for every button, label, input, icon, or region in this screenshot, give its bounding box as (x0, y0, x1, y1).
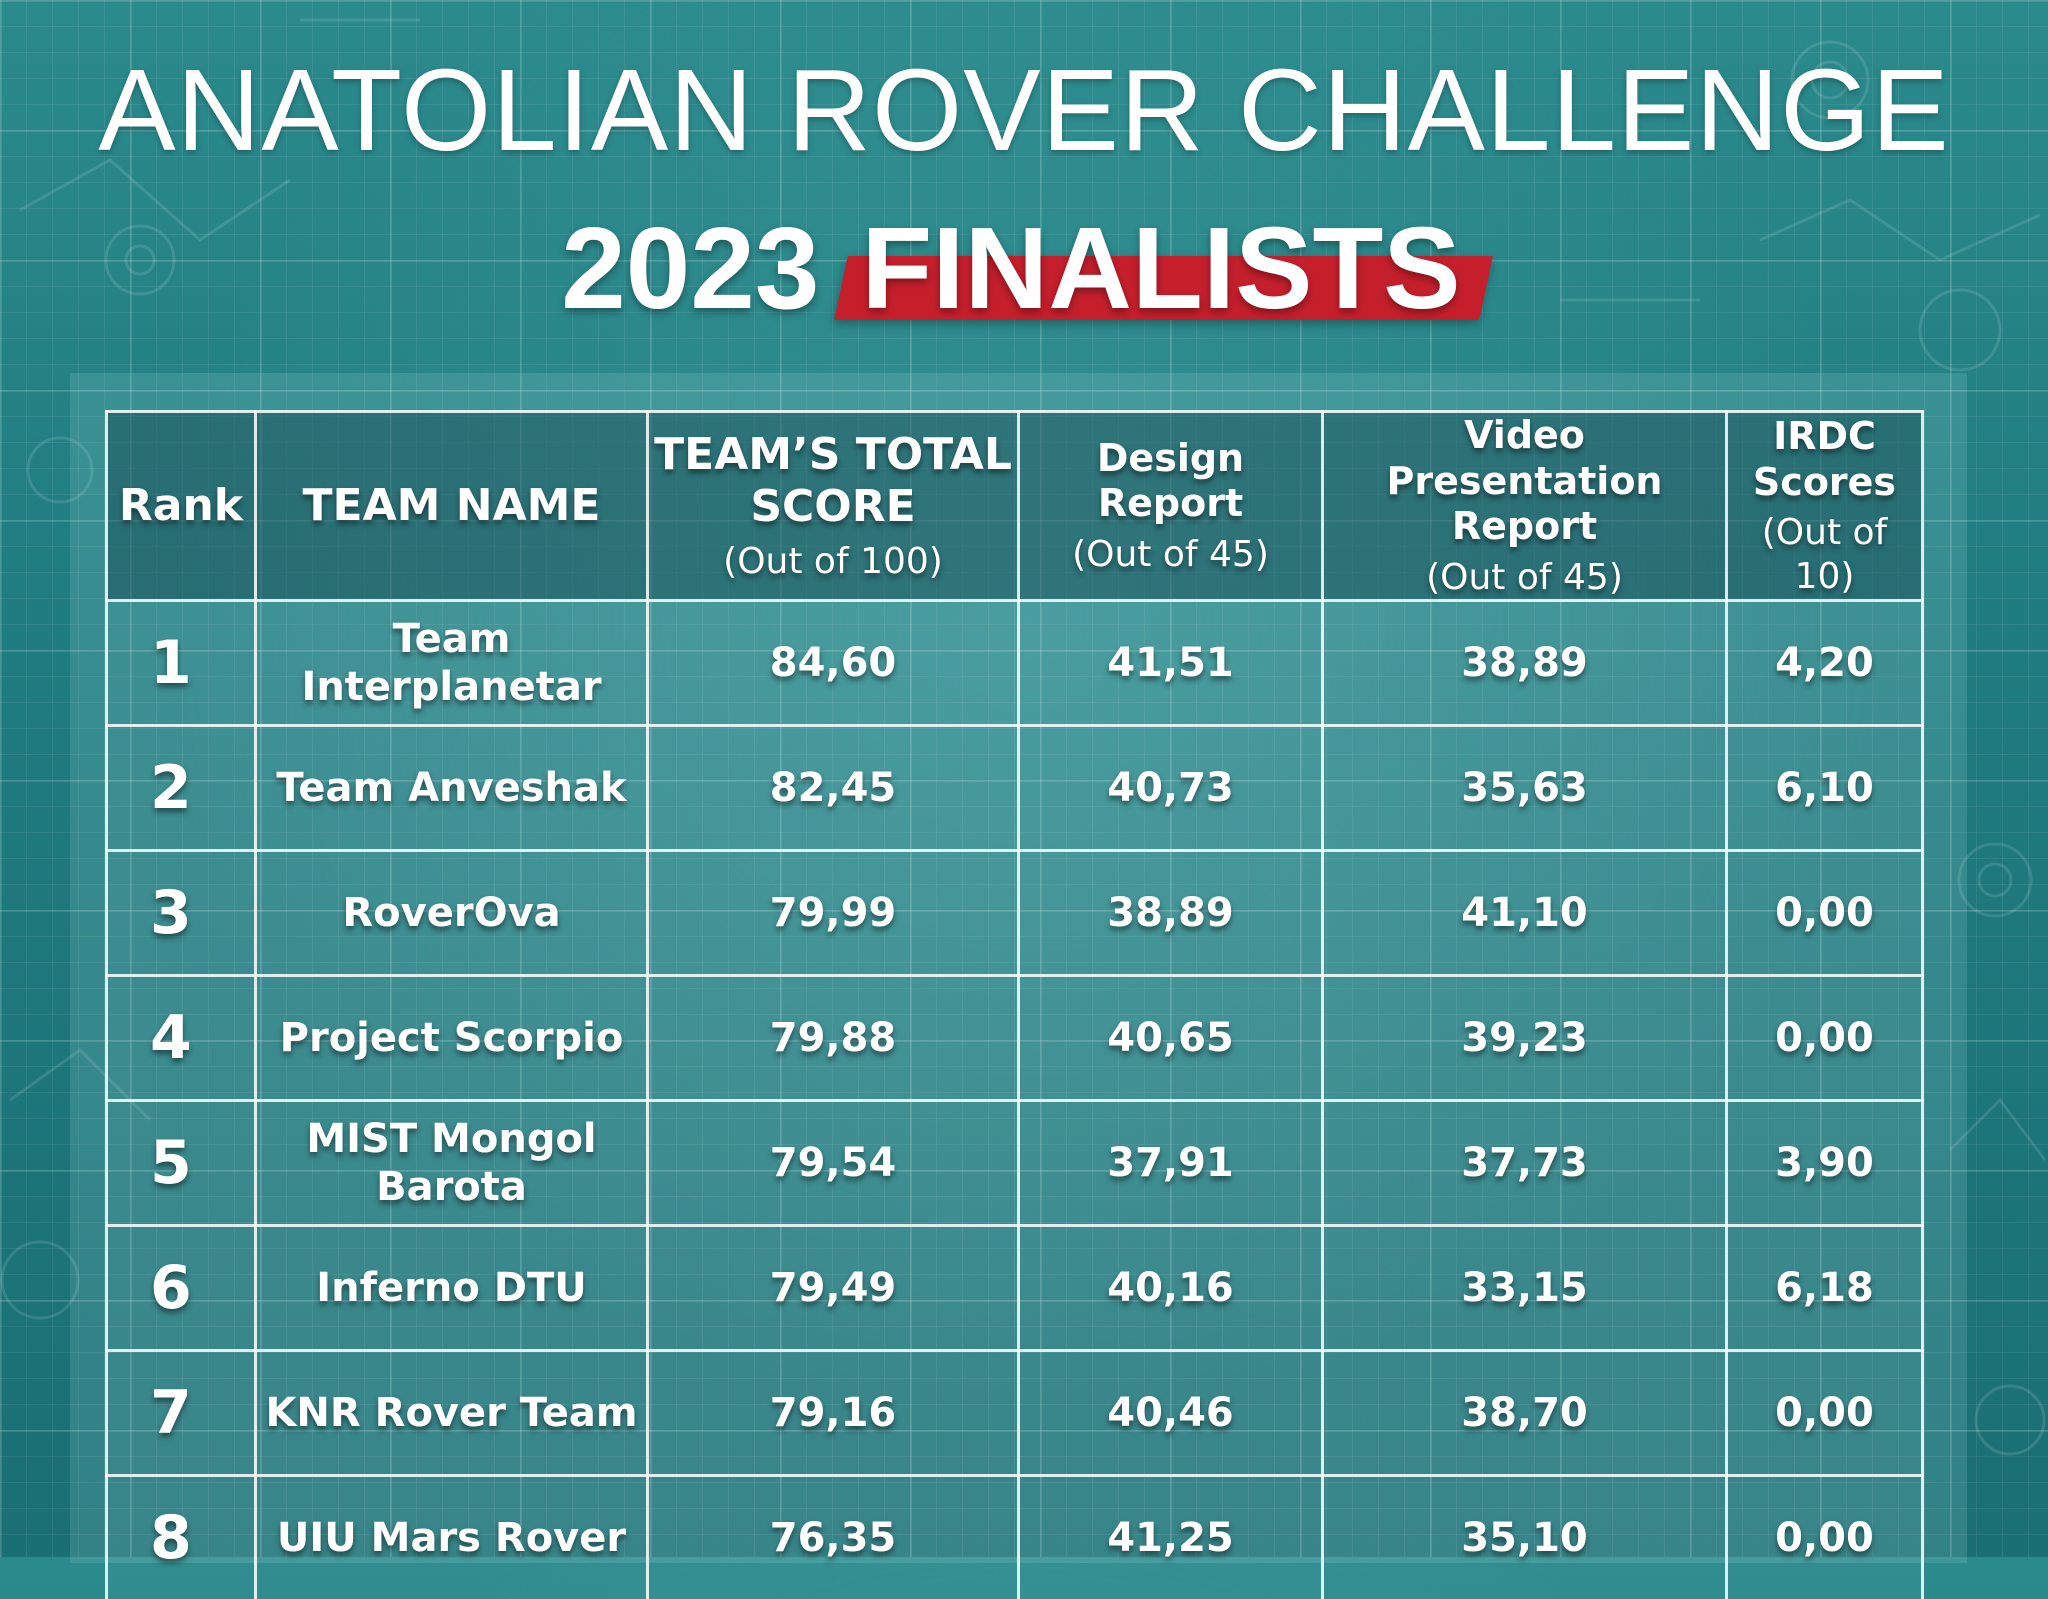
video-presentation-cell: 38,89 (1321, 598, 1728, 727)
rank-cell: 4 (105, 973, 257, 1102)
rank-cell: 1 (105, 598, 257, 727)
total-score-cell: 84,60 (646, 598, 1020, 727)
design-report-cell: 41,51 (1017, 598, 1324, 727)
table-row: 3 RoverOva 79,99 38,89 41,10 0,00 (105, 848, 1924, 977)
total-score-cell: 79,54 (646, 1098, 1020, 1227)
header-total-score: TEAM’S TOTAL SCORE (Out of 100) (646, 410, 1020, 602)
year-label: 2023 (561, 203, 820, 333)
table-row: 8 UIU Mars Rover 76,35 41,25 35,10 0,00 (105, 1473, 1924, 1599)
header-rank: Rank (105, 410, 257, 602)
finalists-heading: 2023 FINALISTS (0, 210, 2048, 326)
header-video-presentation: Video Presentation Report (Out of 45) (1321, 410, 1728, 602)
header-irdc-scores: IRDC Scores (Out of 10) (1725, 410, 1924, 602)
total-score-cell: 79,16 (646, 1348, 1020, 1477)
rank-cell: 7 (105, 1348, 257, 1477)
design-report-cell: 40,16 (1017, 1223, 1324, 1352)
irdc-score-cell: 0,00 (1725, 1473, 1924, 1599)
video-presentation-cell: 35,10 (1321, 1473, 1728, 1599)
finalists-label: FINALISTS (861, 203, 1461, 333)
irdc-score-cell: 0,00 (1725, 973, 1924, 1102)
finalists-highlight: FINALISTS (834, 210, 1494, 326)
team-name-cell: MIST Mongol Barota (254, 1098, 649, 1227)
video-presentation-cell: 41,10 (1321, 848, 1728, 977)
total-score-cell: 79,49 (646, 1223, 1020, 1352)
rank-cell: 2 (105, 723, 257, 852)
irdc-score-cell: 4,20 (1725, 598, 1924, 727)
table-row: 7 KNR Rover Team 79,16 40,46 38,70 0,00 (105, 1348, 1924, 1477)
team-name-cell: RoverOva (254, 848, 649, 977)
irdc-score-cell: 3,90 (1725, 1098, 1924, 1227)
design-report-cell: 37,91 (1017, 1098, 1324, 1227)
irdc-score-cell: 6,10 (1725, 723, 1924, 852)
table-row: 5 MIST Mongol Barota 79,54 37,91 37,73 3… (105, 1098, 1924, 1227)
total-score-cell: 76,35 (646, 1473, 1020, 1599)
video-presentation-cell: 33,15 (1321, 1223, 1728, 1352)
table-row: 6 Inferno DTU 79,49 40,16 33,15 6,18 (105, 1223, 1924, 1352)
video-presentation-cell: 39,23 (1321, 973, 1728, 1102)
rank-cell: 5 (105, 1098, 257, 1227)
event-title: ANATOLIAN ROVER CHALLENGE (98, 45, 1950, 175)
design-report-cell: 40,73 (1017, 723, 1324, 852)
table-row: 1 Team Interplanetar 84,60 41,51 38,89 4… (105, 598, 1924, 727)
design-report-cell: 38,89 (1017, 848, 1324, 977)
irdc-score-cell: 0,00 (1725, 848, 1924, 977)
irdc-score-cell: 0,00 (1725, 1348, 1924, 1477)
total-score-cell: 79,99 (646, 848, 1020, 977)
irdc-score-cell: 6,18 (1725, 1223, 1924, 1352)
total-score-cell: 82,45 (646, 723, 1020, 852)
team-name-cell: KNR Rover Team (254, 1348, 649, 1477)
header-team-name: TEAM NAME (254, 410, 649, 602)
video-presentation-cell: 38,70 (1321, 1348, 1728, 1477)
table-header-row: Rank TEAM NAME TEAM’S TOTAL SCORE (Out of… (105, 410, 1924, 602)
design-report-cell: 41,25 (1017, 1473, 1324, 1599)
background-blueprint-decoration (0, 0, 2048, 1557)
video-presentation-cell: 35,63 (1321, 723, 1728, 852)
team-name-cell: Team Interplanetar (254, 598, 649, 727)
header-design-report: Design Report (Out of 45) (1017, 410, 1324, 602)
team-name-cell: UIU Mars Rover (254, 1473, 649, 1599)
rank-cell: 6 (105, 1223, 257, 1352)
table-row: 4 Project Scorpio 79,88 40,65 39,23 0,00 (105, 973, 1924, 1102)
video-presentation-cell: 37,73 (1321, 1098, 1728, 1227)
table-row: 2 Team Anveshak 82,45 40,73 35,63 6,10 (105, 723, 1924, 852)
team-name-cell: Inferno DTU (254, 1223, 649, 1352)
team-name-cell: Team Anveshak (254, 723, 649, 852)
finalists-table: Rank TEAM NAME TEAM’S TOTAL SCORE (Out of… (105, 410, 1924, 1599)
design-report-cell: 40,46 (1017, 1348, 1324, 1477)
team-name-cell: Project Scorpio (254, 973, 649, 1102)
total-score-cell: 79,88 (646, 973, 1020, 1102)
rank-cell: 8 (105, 1473, 257, 1599)
design-report-cell: 40,65 (1017, 973, 1324, 1102)
rank-cell: 3 (105, 848, 257, 977)
